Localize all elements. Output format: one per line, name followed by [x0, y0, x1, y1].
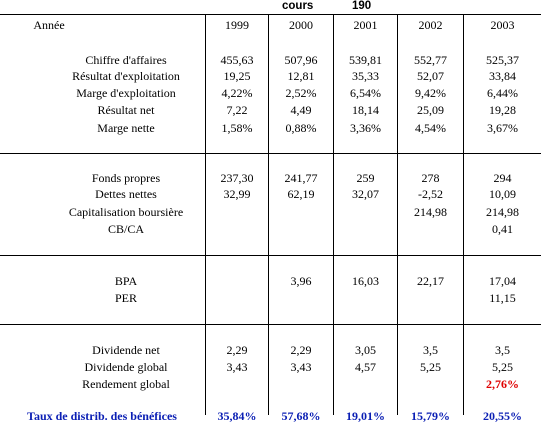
cell: 4,22% — [221, 86, 253, 100]
cell: 259 — [356, 171, 375, 185]
section-divider — [0, 255, 541, 256]
column-divider — [397, 14, 398, 415]
cell: 33,84 — [489, 69, 516, 83]
cell: 32,99 — [223, 187, 251, 201]
cell: 12,81 — [287, 69, 315, 83]
cell: 11,15 — [489, 291, 516, 305]
year-header-label: Année — [33, 18, 65, 32]
rendement-global-value: 2,76% — [486, 377, 519, 391]
row-label: Dividende net — [92, 343, 160, 357]
cell: 507,96 — [284, 53, 318, 67]
column-divider — [333, 14, 334, 415]
cell: 214,98 — [414, 205, 447, 219]
cours-label: cours — [282, 0, 314, 12]
cell: 52,07 — [417, 69, 444, 83]
cell: 455,63 — [220, 53, 254, 67]
cell: 5,25 — [420, 360, 441, 374]
cell: 1,58% — [221, 121, 253, 135]
cell: -2,52 — [418, 187, 443, 201]
section-divider — [0, 153, 541, 154]
cell: 19,28 — [489, 103, 516, 117]
cell: 552,77 — [414, 53, 447, 67]
payout-cell: 35,84% — [217, 409, 257, 423]
cell: 2,52% — [285, 86, 317, 100]
cell: 3,96 — [290, 274, 312, 288]
cell: 10,09 — [489, 187, 516, 201]
section-divider — [0, 324, 541, 325]
cell: 2,29 — [290, 343, 312, 357]
year-1999: 1999 — [225, 18, 249, 32]
cell: 32,07 — [352, 187, 379, 201]
cell: 7,22 — [226, 103, 248, 117]
year-2000: 2000 — [289, 18, 313, 32]
cell: 3,67% — [487, 121, 518, 135]
cell: 0,88% — [285, 121, 317, 135]
column-divider — [205, 14, 206, 415]
cell: 0,41 — [492, 222, 513, 236]
cell: 35,33 — [352, 69, 379, 83]
cell: 19,25 — [223, 69, 251, 83]
cell: 4,49 — [290, 103, 312, 117]
row-label: Marge d'exploitation — [76, 86, 176, 100]
cell: 2,29 — [226, 343, 248, 357]
cell: 5,25 — [492, 360, 513, 374]
row-label: BPA — [114, 274, 138, 288]
payout-cell: 57,68% — [281, 409, 321, 423]
cell: 3,36% — [350, 121, 381, 135]
cell: 3,43 — [226, 360, 248, 374]
row-label: Dividende global — [84, 360, 168, 374]
cell: 241,77 — [284, 171, 318, 185]
cell: 6,54% — [350, 86, 381, 100]
cell: 18,14 — [352, 103, 379, 117]
cell: 294 — [493, 171, 512, 185]
cell: 539,81 — [349, 53, 382, 67]
cell: 6,44% — [487, 86, 518, 100]
cell: 16,03 — [352, 274, 379, 288]
row-label: Fonds propres — [91, 171, 161, 185]
cell: 3,43 — [290, 360, 312, 374]
row-label: Marge nette — [97, 121, 155, 135]
row-label: Résultat d'exploitation — [72, 69, 180, 83]
payout-cell: 20,55% — [483, 409, 522, 423]
payout-cell: 19,01% — [346, 409, 385, 423]
row-label: Résultat net — [97, 103, 155, 117]
cell: 4,54% — [415, 121, 446, 135]
cell: 214,98 — [486, 205, 519, 219]
year-2002: 2002 — [418, 18, 443, 32]
row-label: CB/CA — [107, 222, 144, 236]
column-divider — [268, 14, 269, 415]
row-label: Dettes nettes — [95, 187, 157, 201]
cell: 17,04 — [489, 274, 516, 288]
row-label: PER — [114, 291, 137, 305]
column-divider — [463, 14, 464, 415]
cell: 237,30 — [220, 171, 254, 185]
cell: 3,05 — [355, 343, 376, 357]
row-label: Rendement global — [82, 377, 170, 391]
cell: 4,57 — [355, 360, 376, 374]
cell: 9,42% — [415, 86, 446, 100]
cell: 525,37 — [486, 53, 519, 67]
payout-cell: 15,79% — [411, 409, 450, 423]
cell: 62,19 — [287, 187, 315, 201]
price-value: 190 — [352, 0, 372, 12]
payout-label: Taux de distrib. des bénéfices — [27, 409, 177, 423]
year-2001: 2001 — [353, 18, 378, 32]
row-label: Chiffre d'affaires — [85, 53, 167, 67]
header-top-rule — [0, 14, 541, 15]
cell: 278 — [421, 171, 440, 185]
cell: 3,5 — [423, 343, 438, 357]
year-2003: 2003 — [490, 18, 515, 32]
cell: 25,09 — [417, 103, 444, 117]
cell: 3,5 — [495, 343, 510, 357]
cell: 22,17 — [417, 274, 444, 288]
row-label: Capitalisation boursière — [68, 205, 184, 219]
